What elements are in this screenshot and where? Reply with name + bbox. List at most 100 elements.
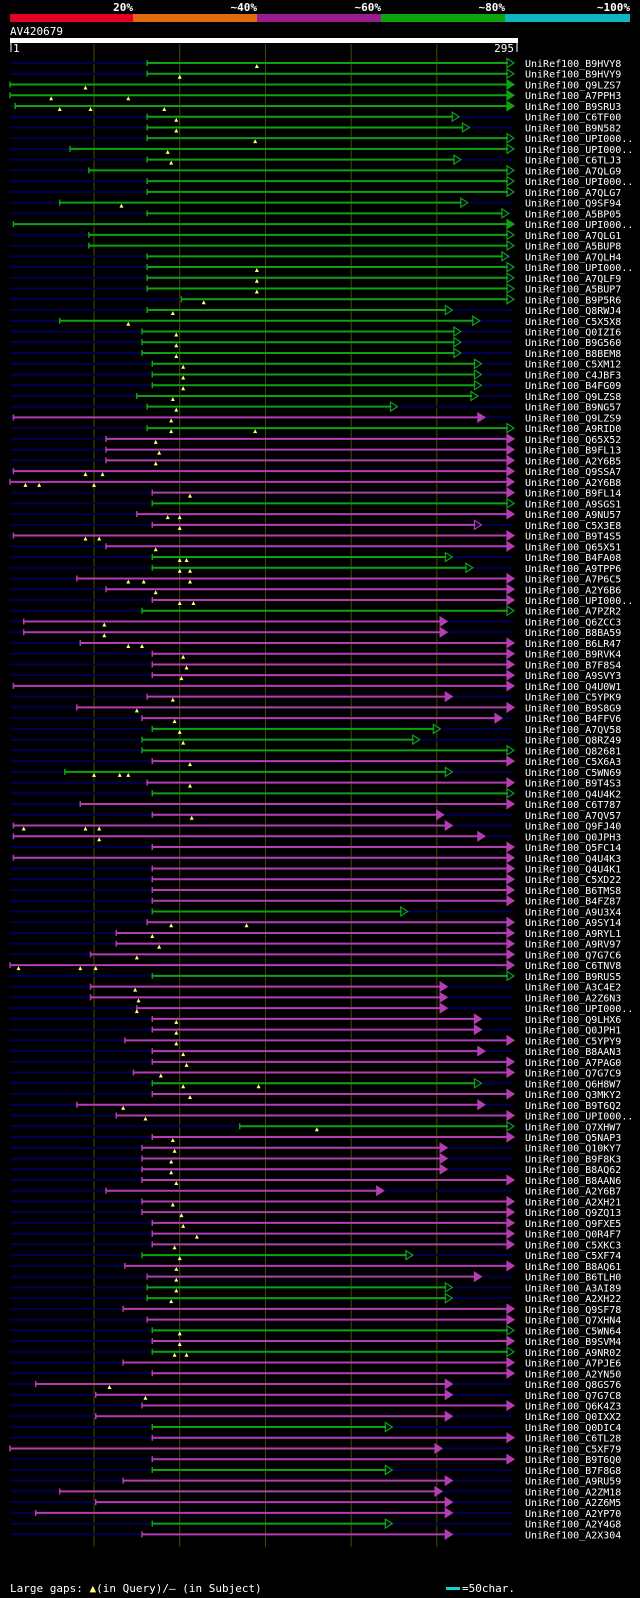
hit-label[interactable]: UniRef100_C6T787 — [525, 800, 621, 811]
hit-row[interactable]: UniRef100_A5BUP7 — [10, 282, 621, 296]
hit-label[interactable]: UniRef100_A7QV57 — [525, 811, 621, 822]
hit-row[interactable]: UniRef100_A5BUP8 — [10, 239, 621, 253]
hit-row[interactable]: UniRef100_UPI000.. — [10, 1002, 633, 1016]
hit-label[interactable]: UniRef100_A2Y4G8 — [525, 1520, 621, 1531]
hit-label[interactable]: UniRef100_B9P5R6 — [525, 295, 621, 306]
hit-row[interactable]: UniRef100_C5YPY9 — [10, 1034, 621, 1048]
hit-label[interactable]: UniRef100_C5XF74 — [525, 1251, 621, 1262]
hit-label[interactable]: UniRef100_B9G560 — [525, 338, 621, 349]
hit-label[interactable]: UniRef100_A9RV97 — [525, 940, 621, 951]
hit-row[interactable]: UniRef100_A2Y4G8 — [10, 1518, 621, 1531]
hit-label[interactable]: UniRef100_Q0DIC4 — [525, 1423, 621, 1434]
hit-label[interactable]: UniRef100_C5XF79 — [525, 1444, 621, 1455]
hit-row[interactable]: UniRef100_A2ZM18 — [10, 1485, 621, 1499]
hit-row[interactable]: UniRef100_A7QLF9 — [10, 272, 621, 285]
hit-row[interactable]: UniRef100_A2Y6B7 — [10, 1185, 621, 1198]
hit-row[interactable]: UniRef100_Q0IZI6 — [10, 325, 621, 339]
hit-label[interactable]: UniRef100_Q8RWJ4 — [525, 306, 621, 317]
hit-row[interactable]: UniRef100_A7PPH3 — [9, 89, 621, 103]
hit-label[interactable]: UniRef100_C5YPY9 — [525, 1036, 621, 1047]
hit-row[interactable]: UniRef100_B9FL13 — [10, 444, 621, 457]
hit-label[interactable]: UniRef100_A3AI89 — [525, 1283, 621, 1294]
hit-label[interactable]: UniRef100_A2Z6N3 — [525, 993, 621, 1004]
hit-label[interactable]: UniRef100_UPI000.. — [525, 134, 633, 145]
hit-label[interactable]: UniRef100_Q9LZS9 — [525, 413, 621, 424]
hit-row[interactable]: UniRef100_B9S8G9 — [10, 701, 621, 715]
hit-row[interactable]: UniRef100_A9SGS1 — [10, 497, 621, 511]
hit-label[interactable]: UniRef100_UPI000.. — [525, 263, 633, 274]
hit-row[interactable]: UniRef100_Q9ZQ13 — [10, 1206, 621, 1220]
hit-row[interactable]: UniRef100_Q6K4Z3 — [10, 1399, 621, 1413]
hit-label[interactable]: UniRef100_A2XH21 — [525, 1197, 621, 1208]
hit-row[interactable]: UniRef100_C5XF79 — [9, 1442, 621, 1456]
hit-row[interactable]: UniRef100_Q65X51 — [10, 540, 621, 554]
hit-label[interactable]: UniRef100_Q6ZCC3 — [525, 617, 621, 628]
hit-label[interactable]: UniRef100_B8AAN6 — [525, 1176, 621, 1187]
hit-row[interactable]: UniRef100_C6TLJ3 — [10, 154, 621, 167]
hit-label[interactable]: UniRef100_A7PAG0 — [525, 1058, 621, 1069]
hit-row[interactable]: UniRef100_B9HVY9 — [10, 68, 621, 81]
hit-row[interactable]: UniRef100_B8BA59 — [10, 626, 621, 640]
hit-row[interactable]: UniRef100_B9T6Q0 — [10, 1453, 621, 1467]
hit-row[interactable]: UniRef100_Q9FXE5 — [10, 1217, 621, 1230]
hit-row[interactable]: UniRef100_C6TNV8 — [9, 959, 621, 973]
hit-label[interactable]: UniRef100_B9SRU3 — [525, 102, 621, 113]
hit-row[interactable]: UniRef100_B8BEM8 — [10, 347, 621, 360]
hit-label[interactable]: UniRef100_Q9SF94 — [525, 199, 621, 210]
hit-label[interactable]: UniRef100_A2Y6B8 — [525, 478, 621, 489]
hit-row[interactable]: UniRef100_A9SVY3 — [10, 669, 621, 683]
hit-row[interactable]: UniRef100_B8AQ62 — [10, 1163, 621, 1177]
hit-label[interactable]: UniRef100_Q0JPH3 — [525, 832, 621, 843]
hit-label[interactable]: UniRef100_Q10KY7 — [525, 1144, 621, 1155]
hit-row[interactable]: UniRef100_Q8GS76 — [10, 1378, 621, 1392]
hit-label[interactable]: UniRef100_B8BEM8 — [525, 349, 621, 360]
hit-row[interactable]: UniRef100_B7F8S4 — [10, 658, 621, 672]
hit-label[interactable]: UniRef100_Q65X51 — [525, 542, 621, 553]
hit-label[interactable]: UniRef100_UPI000.. — [525, 1004, 633, 1015]
hit-label[interactable]: UniRef100_A9NR02 — [525, 1348, 621, 1359]
hit-label[interactable]: UniRef100_C6TL28 — [525, 1434, 621, 1445]
hit-row[interactable]: UniRef100_B9NG57 — [10, 401, 621, 414]
hit-label[interactable]: UniRef100_A9RU59 — [525, 1477, 621, 1488]
hit-label[interactable]: UniRef100_C6TF00 — [525, 113, 621, 124]
hit-label[interactable]: UniRef100_Q9SF78 — [525, 1305, 621, 1316]
hit-row[interactable]: UniRef100_Q9LHX6 — [10, 1013, 621, 1026]
hit-label[interactable]: UniRef100_B9T6Q0 — [525, 1455, 621, 1466]
hit-row[interactable]: UniRef100_Q0R4F7 — [10, 1228, 621, 1241]
hit-row[interactable]: UniRef100_B6TMS8 — [10, 884, 621, 897]
hit-row[interactable]: UniRef100_Q4U0W1 — [10, 680, 621, 693]
hit-label[interactable]: UniRef100_Q7XHN4 — [525, 1316, 621, 1327]
hit-label[interactable]: UniRef100_A9RID0 — [525, 424, 621, 435]
hit-row[interactable]: UniRef100_B9T4S5 — [10, 529, 621, 543]
hit-label[interactable]: UniRef100_A7QV58 — [525, 725, 621, 736]
hit-label[interactable]: UniRef100_B6TLH0 — [525, 1273, 621, 1284]
hit-label[interactable]: UniRef100_Q65X52 — [525, 435, 621, 446]
hit-row[interactable]: UniRef100_C5X5X8 — [10, 315, 621, 328]
hit-label[interactable]: UniRef100_Q0IZI6 — [525, 328, 621, 339]
hit-row[interactable]: UniRef100_B9RUS5 — [10, 970, 621, 983]
hit-label[interactable]: UniRef100_B9SVM4 — [525, 1337, 621, 1348]
hit-row[interactable]: UniRef100_A7PJE6 — [10, 1356, 621, 1370]
hit-label[interactable]: UniRef100_C5XKC3 — [525, 1240, 621, 1251]
hit-row[interactable]: UniRef100_C4JBF3 — [10, 368, 621, 382]
hit-row[interactable]: UniRef100_B9G560 — [10, 336, 621, 350]
hit-row[interactable]: UniRef100_A9RV97 — [10, 938, 621, 951]
hit-row[interactable]: UniRef100_Q0JPH1 — [10, 1024, 621, 1037]
hit-label[interactable]: UniRef100_Q5NAP3 — [525, 1133, 621, 1144]
hit-row[interactable]: UniRef100_A7P6C5 — [10, 572, 621, 586]
hit-row[interactable]: UniRef100_Q5NAP3 — [10, 1131, 621, 1145]
hit-label[interactable]: UniRef100_A7P6C5 — [525, 575, 621, 586]
hit-label[interactable]: UniRef100_C4JBF3 — [525, 370, 621, 381]
hit-label[interactable]: UniRef100_C5X3E8 — [525, 521, 621, 532]
hit-row[interactable]: UniRef100_B9RVK4 — [10, 648, 621, 661]
hit-row[interactable]: UniRef100_A9RID0 — [10, 422, 621, 436]
hit-row[interactable]: UniRef100_B9SRU3 — [10, 100, 621, 113]
hit-row[interactable]: UniRef100_C6T787 — [10, 798, 621, 812]
hit-row[interactable]: UniRef100_Q6ZCC3 — [10, 615, 621, 629]
hit-label[interactable]: UniRef100_UPI000.. — [525, 220, 633, 231]
hit-label[interactable]: UniRef100_A2YN50 — [525, 1369, 621, 1380]
hit-row[interactable]: UniRef100_Q9LZS9 — [10, 411, 621, 425]
hit-label[interactable]: UniRef100_Q6H8W7 — [525, 1079, 621, 1090]
hit-row[interactable]: UniRef100_C6TF00 — [10, 111, 621, 124]
hit-label[interactable]: UniRef100_A7PZR2 — [525, 607, 621, 618]
